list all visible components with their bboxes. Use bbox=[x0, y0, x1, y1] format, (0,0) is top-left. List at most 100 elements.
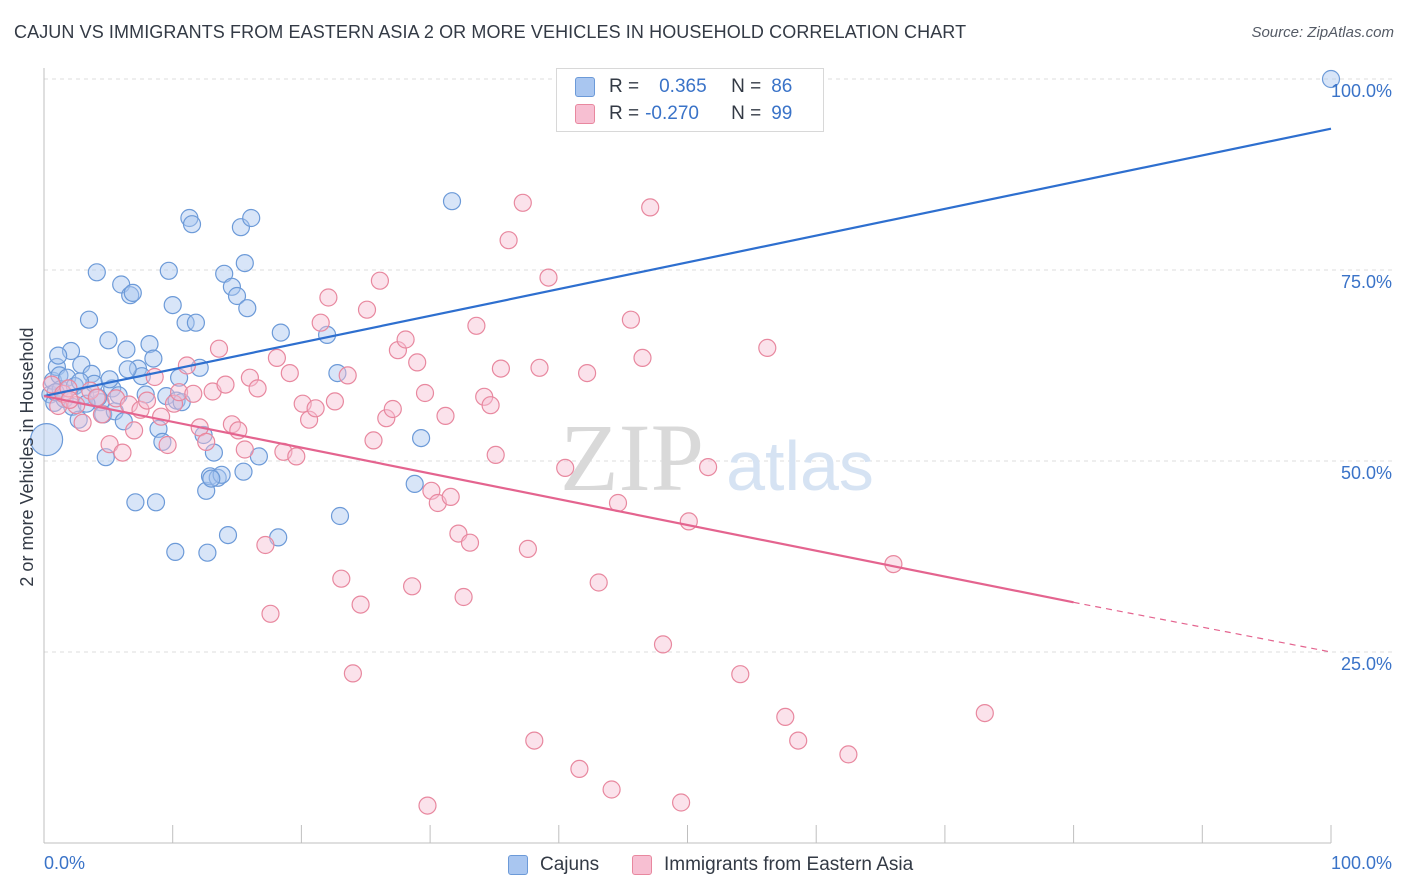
immigrants-points bbox=[42, 193, 994, 815]
cajuns-trend-line bbox=[43, 127, 1332, 398]
immigrants-point bbox=[364, 431, 383, 450]
immigrants-point bbox=[158, 435, 177, 455]
cajuns-point bbox=[212, 465, 231, 484]
cajuns-point bbox=[412, 429, 431, 448]
cajuns-point bbox=[99, 331, 118, 350]
immigrants-trend-line bbox=[43, 394, 1074, 604]
immigrants-legend-swatch bbox=[632, 855, 652, 875]
immigrants-point bbox=[306, 399, 325, 418]
immigrants-point bbox=[671, 793, 691, 812]
r-label: R = bbox=[609, 103, 640, 124]
immigrants-point bbox=[377, 409, 396, 428]
cajuns-point bbox=[109, 386, 128, 405]
immigrants-point bbox=[570, 759, 589, 779]
legend-item-immigrants[interactable]: Immigrants from Eastern Asia bbox=[632, 852, 913, 878]
cajuns-point bbox=[144, 349, 163, 368]
immigrants-point bbox=[975, 703, 994, 723]
y-tick-label: 50.0% bbox=[1341, 463, 1392, 483]
x-tick-label-left: 0.0% bbox=[44, 853, 85, 873]
y-tick-label: 75.0% bbox=[1341, 272, 1392, 292]
cajuns-point bbox=[87, 263, 106, 282]
immigrants-point bbox=[343, 664, 362, 683]
immigrants-point bbox=[396, 330, 415, 349]
immigrants-point bbox=[383, 399, 402, 419]
cajuns-point bbox=[442, 192, 462, 211]
immigrants-point bbox=[518, 539, 538, 559]
immigrants-point bbox=[280, 364, 299, 383]
r-label: R = bbox=[609, 76, 640, 97]
cajuns-point bbox=[163, 296, 182, 315]
cajuns-point bbox=[242, 208, 261, 228]
immigrants-point bbox=[530, 358, 549, 377]
cajuns-point bbox=[123, 283, 142, 302]
immigrants-point bbox=[370, 271, 389, 290]
immigrants-point bbox=[418, 796, 437, 815]
immigrants-point bbox=[698, 458, 718, 477]
immigrants-point bbox=[184, 384, 203, 403]
chart-title: CAJUN VS IMMIGRANTS FROM EASTERN ASIA 2 … bbox=[14, 22, 967, 42]
immigrants-point bbox=[332, 569, 351, 588]
immigrants-point bbox=[491, 359, 510, 378]
immigrants-point bbox=[556, 458, 575, 477]
legend-item-cajuns[interactable]: Cajuns bbox=[508, 852, 599, 878]
legend-label: Cajuns bbox=[540, 854, 600, 875]
immigrants-point bbox=[261, 604, 280, 623]
chart-source: Source: ZipAtlas.com bbox=[1251, 24, 1394, 41]
immigrants-point bbox=[300, 410, 319, 429]
immigrants-point bbox=[152, 407, 171, 426]
immigrants-point bbox=[460, 533, 480, 552]
y-tick-label: 25.0% bbox=[1341, 654, 1392, 674]
immigrants-point bbox=[602, 780, 621, 799]
cajuns-point bbox=[271, 323, 290, 342]
cajuns-point bbox=[118, 360, 137, 379]
immigrants-point bbox=[403, 577, 422, 596]
cajuns-point bbox=[176, 313, 195, 332]
cajuns-swatch bbox=[575, 77, 595, 97]
immigrants-point bbox=[436, 406, 455, 425]
immigrants-point bbox=[100, 435, 119, 454]
immigrants-point bbox=[319, 288, 338, 307]
immigrants-point bbox=[525, 731, 544, 750]
n-label: N = bbox=[731, 76, 762, 97]
watermark-zip: ZIP bbox=[560, 404, 704, 511]
n-value: 86 bbox=[771, 76, 793, 97]
n-value: 99 bbox=[771, 103, 793, 124]
immigrants-point bbox=[731, 665, 750, 684]
cajuns-point bbox=[153, 432, 172, 451]
immigrants-point bbox=[197, 432, 216, 451]
immigrants-point bbox=[513, 193, 532, 212]
y-axis-label: 2 or more Vehicles in Household bbox=[17, 327, 37, 586]
immigrants-point bbox=[589, 573, 608, 592]
cajuns-point bbox=[166, 542, 185, 562]
immigrants-point bbox=[164, 394, 184, 413]
immigrants-point bbox=[170, 383, 189, 402]
stats-legend: R = 0.365 N = 86 R = -0.270 N = 99 bbox=[556, 68, 824, 132]
immigrants-point bbox=[481, 396, 500, 415]
immigrants-point bbox=[408, 353, 427, 372]
immigrants-point bbox=[633, 348, 652, 367]
immigrants-point bbox=[92, 405, 112, 424]
cajuns-point bbox=[227, 286, 247, 306]
grid-lines bbox=[44, 78, 1392, 653]
cajuns-legend-swatch bbox=[508, 855, 528, 875]
x-tick-label-right: 100.0% bbox=[1331, 853, 1392, 873]
cajuns-point bbox=[202, 469, 221, 488]
cajuns-point bbox=[182, 215, 202, 234]
immigrants-point bbox=[113, 443, 132, 462]
stats-row-immigrants: R = -0.270 N = 99 bbox=[575, 100, 792, 128]
cajuns-point bbox=[70, 372, 90, 391]
immigrants-point bbox=[486, 445, 505, 464]
trend-lines bbox=[43, 127, 1332, 653]
immigrants-point bbox=[325, 392, 344, 411]
watermark: ZIP atlas bbox=[560, 404, 874, 511]
cajuns-point bbox=[146, 493, 166, 512]
immigrants-point bbox=[789, 731, 808, 750]
cajuns-point bbox=[222, 277, 241, 296]
cajuns-point bbox=[100, 370, 119, 389]
stats-row-cajuns: R = 0.365 N = 86 bbox=[575, 73, 792, 101]
immigrants-point bbox=[653, 635, 673, 654]
immigrants-point bbox=[621, 310, 641, 329]
immigrants-point bbox=[415, 383, 435, 403]
watermark-atlas: atlas bbox=[726, 427, 874, 505]
